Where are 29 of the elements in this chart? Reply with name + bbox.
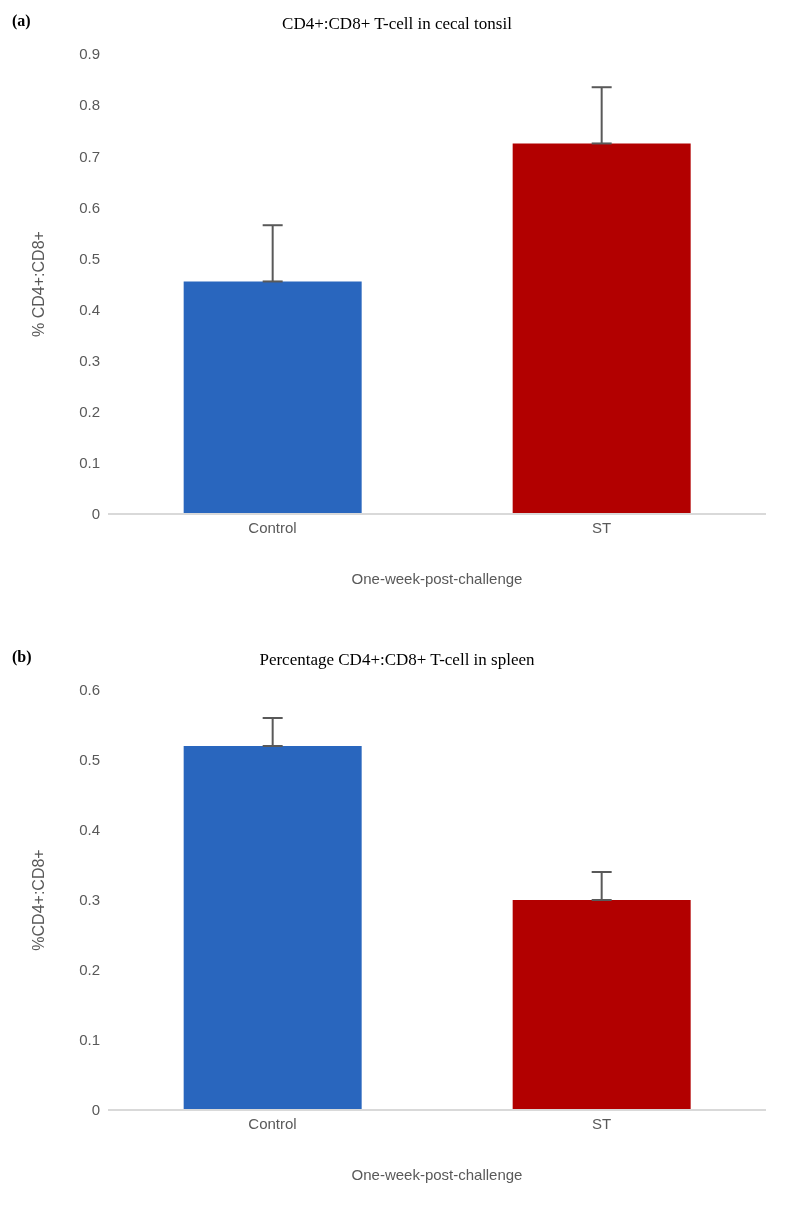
text: (a) — [12, 12, 31, 30]
x-tick-label: Control — [248, 518, 297, 536]
y-axis-title: % CD4+:CD8+ — [29, 231, 47, 337]
chart-title: Percentage CD4+:CD8+ T-cell in spleen — [259, 650, 535, 669]
x-axis-title: One-week-post-challenge — [351, 570, 523, 587]
y-tick-label: 0.1 — [79, 454, 100, 472]
text: (b) — [12, 648, 32, 666]
x-tick-label: ST — [591, 518, 612, 536]
y-tick-label: 0 — [91, 1101, 100, 1119]
y-tick-label: 0.1 — [79, 1031, 100, 1049]
y-tick-label: 0.3 — [79, 351, 100, 369]
y-tick-label: 0.6 — [79, 198, 100, 216]
y-tick-label: 0.5 — [79, 751, 100, 769]
y-tick-label: 0.5 — [79, 249, 100, 267]
y-tick-label: 0.2 — [79, 961, 100, 979]
x-tick-label: Control — [248, 1114, 297, 1132]
chart-title: CD4+:CD8+ T-cell in cecal tonsil — [282, 14, 512, 33]
y-tick-label: 0.6 — [79, 681, 100, 699]
x-axis-title: One-week-post-challenge — [351, 1166, 523, 1183]
y-tick-label: 0 — [91, 505, 100, 523]
y-axis-title: %CD4+:CD8+ — [29, 849, 47, 951]
y-tick-label: 0.3 — [79, 891, 100, 909]
y-tick-label: 0.8 — [79, 96, 100, 114]
y-tick-label: 0.4 — [79, 300, 100, 318]
y-tick-label: 0.9 — [79, 45, 100, 63]
x-tick-label: ST — [591, 1114, 612, 1132]
y-tick-label: 0.2 — [79, 403, 100, 421]
y-tick-label: 0.4 — [79, 821, 100, 839]
y-tick-label: 0.7 — [79, 147, 100, 165]
